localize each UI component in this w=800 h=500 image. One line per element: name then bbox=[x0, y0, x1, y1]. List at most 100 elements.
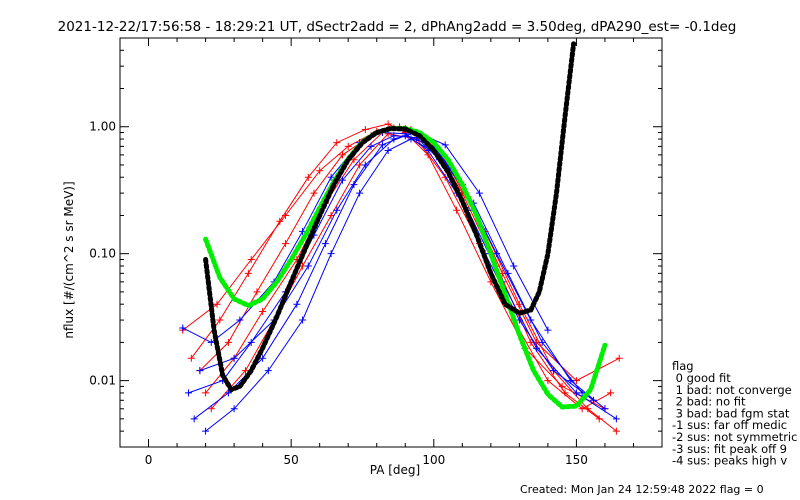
series-9-point bbox=[304, 262, 312, 270]
series-9 bbox=[196, 129, 552, 375]
series-0-point bbox=[595, 415, 603, 423]
series-5-point bbox=[327, 173, 335, 181]
series-2-point bbox=[361, 126, 369, 134]
x-tick-label: 50 bbox=[284, 453, 299, 467]
x-tick-label: 0 bbox=[145, 453, 153, 467]
series-4-point bbox=[344, 142, 352, 150]
series-5-point bbox=[207, 338, 215, 346]
series-4-point bbox=[213, 300, 221, 308]
legend-entry: 1 bad: not converge bbox=[672, 383, 792, 397]
fit-curve-1 bbox=[203, 41, 577, 393]
series-8-point bbox=[407, 135, 415, 143]
series-5-point bbox=[590, 396, 598, 404]
series-8-point bbox=[264, 367, 272, 375]
series-0-point bbox=[253, 288, 261, 296]
series-9-point bbox=[544, 326, 552, 334]
series-6-point bbox=[184, 389, 192, 397]
series-2-point bbox=[558, 382, 566, 390]
y-tick-label: 0.01 bbox=[89, 374, 116, 388]
series-3-point bbox=[327, 211, 335, 219]
series-7-point bbox=[378, 141, 386, 149]
legend-entry: 3 bad: bad fgm stat bbox=[672, 406, 790, 420]
series-6-point bbox=[532, 344, 540, 352]
series-2-point bbox=[304, 173, 312, 181]
series-4-point bbox=[247, 255, 255, 263]
series-6-point bbox=[339, 176, 347, 184]
series-3-line bbox=[210, 133, 611, 410]
series-5-point bbox=[236, 316, 244, 324]
y-axis-label: nflux [#/(cm^2 s sr MeV)] bbox=[62, 181, 76, 338]
series-0-point bbox=[224, 338, 232, 346]
series-9-line bbox=[199, 131, 549, 372]
series-3-point bbox=[441, 173, 449, 181]
series-0-point bbox=[281, 240, 289, 248]
legend-entry: -2 sus: not symmetric bbox=[672, 430, 797, 444]
series-9-point bbox=[475, 189, 483, 197]
legend-entry: 2 bad: no fit bbox=[672, 395, 746, 409]
series-9-point bbox=[441, 141, 449, 149]
series-2-point bbox=[453, 206, 461, 214]
series-9-point bbox=[230, 354, 238, 362]
plot-frame bbox=[119, 37, 663, 448]
series-6-point bbox=[612, 415, 620, 423]
series-1-point bbox=[612, 427, 620, 435]
legend-title: flag bbox=[672, 359, 694, 373]
series-3-point bbox=[242, 367, 250, 375]
series-9-point bbox=[333, 206, 341, 214]
series-2-point bbox=[216, 316, 224, 324]
series-2-point bbox=[276, 217, 284, 225]
series-1-point bbox=[259, 308, 267, 316]
chart-title: 2021-12-22/17:56:58 - 18:29:21 UT, dSect… bbox=[58, 19, 737, 35]
series-2-point bbox=[333, 139, 341, 147]
series-5-line bbox=[182, 131, 594, 401]
series-7-point bbox=[259, 354, 267, 362]
created-footer: Created: Mon Jan 24 12:59:48 2022 flag =… bbox=[520, 483, 764, 496]
series-9-point bbox=[361, 161, 369, 169]
legend: flag 0 good fit 1 bad: not converge 2 ba… bbox=[672, 359, 797, 468]
series-5 bbox=[179, 129, 598, 404]
series-8-point bbox=[299, 316, 307, 324]
series-6-point bbox=[367, 142, 375, 150]
series-9-point bbox=[196, 367, 204, 375]
series-0-line bbox=[199, 127, 600, 420]
series-8-point bbox=[504, 269, 512, 277]
y-tick-label: 1.00 bbox=[89, 120, 116, 134]
series-4-point bbox=[316, 167, 324, 175]
series-1-line bbox=[205, 126, 617, 432]
x-tick-label: 100 bbox=[422, 453, 445, 467]
y-tick-label: 0.10 bbox=[89, 247, 116, 261]
x-axis-label: PA [deg] bbox=[370, 463, 420, 477]
series-1-point bbox=[350, 156, 358, 164]
series-8-point bbox=[538, 338, 546, 346]
fit-curves bbox=[203, 41, 608, 410]
series-2-point bbox=[244, 269, 252, 277]
series-4 bbox=[179, 124, 623, 385]
series-5-point bbox=[179, 324, 187, 332]
series-8-point bbox=[356, 189, 364, 197]
series-9-point bbox=[510, 262, 518, 270]
series-3-point bbox=[544, 377, 552, 385]
series-9-point bbox=[390, 135, 398, 143]
series-7-point bbox=[601, 405, 609, 413]
series-7-point bbox=[321, 240, 329, 248]
legend-entry: 0 good fit bbox=[672, 371, 731, 385]
plot-area: 0 50 100 150 0.01 0.10 1.00 bbox=[89, 37, 663, 467]
series-7-point bbox=[293, 300, 301, 308]
series-2-point bbox=[384, 120, 392, 128]
legend-entries: 0 good fit 1 bad: not converge 2 bad: no… bbox=[672, 371, 797, 468]
series-7-point bbox=[190, 415, 198, 423]
series-8-point bbox=[578, 389, 586, 397]
series-8-point bbox=[202, 427, 210, 435]
legend-entry: -4 sus: peaks high v bbox=[672, 454, 787, 468]
series-3-point bbox=[607, 389, 615, 397]
series-1-point bbox=[202, 389, 210, 397]
series-8-point bbox=[384, 146, 392, 154]
series-4-point bbox=[281, 211, 289, 219]
x-tick-label: 150 bbox=[565, 453, 588, 467]
series-0-point bbox=[310, 189, 318, 197]
axes: 0 50 100 150 0.01 0.10 1.00 bbox=[89, 37, 662, 467]
legend-entry: -3 sus: fit peak off 9 bbox=[672, 442, 787, 456]
legend-entry: -1 sus: far off medic bbox=[672, 418, 787, 432]
series-0-point bbox=[339, 151, 347, 159]
